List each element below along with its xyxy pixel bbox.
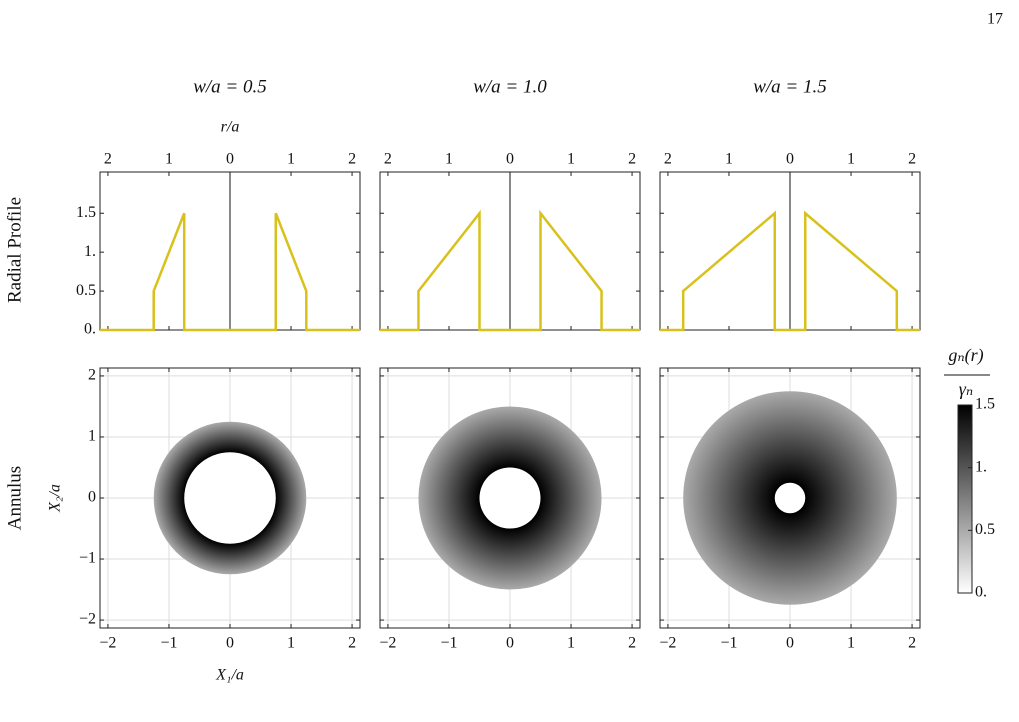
y-tick-label: 1. [84,243,96,260]
profile-line [100,212,360,332]
y-axis-label: X₂/a [47,484,64,513]
x-tick-label: 0 [506,151,514,168]
y-tick-label: −1 [79,550,96,567]
profile-line [380,209,640,332]
y-tick-label: 0. [84,321,96,338]
y-tick-label: 2 [88,367,96,384]
x-tick-label: −1 [720,635,737,652]
colorbar-tick-label: 0. [975,584,987,601]
plot-area [659,367,921,629]
x-tick-label: 1 [567,151,575,168]
x-tick-label: 2 [384,151,392,168]
y-tick-label: −2 [79,611,96,628]
x-tick-label: 2 [664,151,672,168]
row-label: Radial Profile [4,197,25,303]
annulus-hole [479,467,541,529]
x-tick-label: 2 [348,151,356,168]
x-tick-label: 0 [226,635,234,652]
plot-area [379,367,641,629]
x-tick-label: 1 [445,151,453,168]
x-tick-label: 1 [567,635,575,652]
x-tick-label: −1 [440,635,457,652]
row-label: Annulus [4,466,25,530]
x-tick-label: 1 [165,151,173,168]
profile-line [660,210,920,332]
y-tick-label: 0 [88,489,96,506]
colorbar [957,404,973,594]
y-tick-label: 0.5 [76,282,96,299]
x-tick-label: 0 [786,635,794,652]
column-title: w/a = 0.5 [193,76,267,97]
x-tick-label: 0 [226,151,234,168]
x-tick-label: 1 [287,151,295,168]
x-tick-label: 2 [908,151,916,168]
colorbar-tick-label: 1.5 [975,396,995,413]
x-tick-label: −1 [160,635,177,652]
colorbar-label: gₙ(r) [948,345,983,366]
colorbar-tick-label: 0.5 [975,521,995,538]
x-tick-label: −2 [379,635,396,652]
x-tick-label: 1 [725,151,733,168]
x-tick-label: 2 [104,151,112,168]
y-tick-label: 1 [88,428,96,445]
plot-area [99,367,361,629]
x-tick-label: 1 [847,151,855,168]
x-tick-label: 1 [287,635,295,652]
annulus-hole [184,452,276,544]
colorbar-tick-label: 1. [975,458,987,475]
x-tick-label: 0 [506,635,514,652]
x-tick-label: 2 [348,635,356,652]
y-tick-label: 1.5 [76,204,96,221]
x-tick-label: 2 [908,635,916,652]
x-axis-label: r/a [221,119,240,136]
x-tick-label: 1 [847,635,855,652]
colorbar-label: γₙ [959,379,973,399]
page-number: 17 [987,11,1003,28]
x-tick-label: −2 [99,635,116,652]
column-title: w/a = 1.0 [473,76,547,97]
x-tick-label: 0 [786,151,794,168]
annulus-hole [774,482,806,514]
x-tick-label: 2 [628,151,636,168]
column-title: w/a = 1.5 [753,76,827,97]
x-tick-label: −2 [659,635,676,652]
x-axis-label: X₁/a [215,667,244,684]
x-tick-label: 2 [628,635,636,652]
